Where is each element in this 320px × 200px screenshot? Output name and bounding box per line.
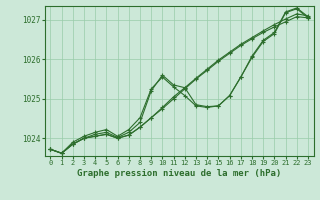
- X-axis label: Graphe pression niveau de la mer (hPa): Graphe pression niveau de la mer (hPa): [77, 169, 281, 178]
